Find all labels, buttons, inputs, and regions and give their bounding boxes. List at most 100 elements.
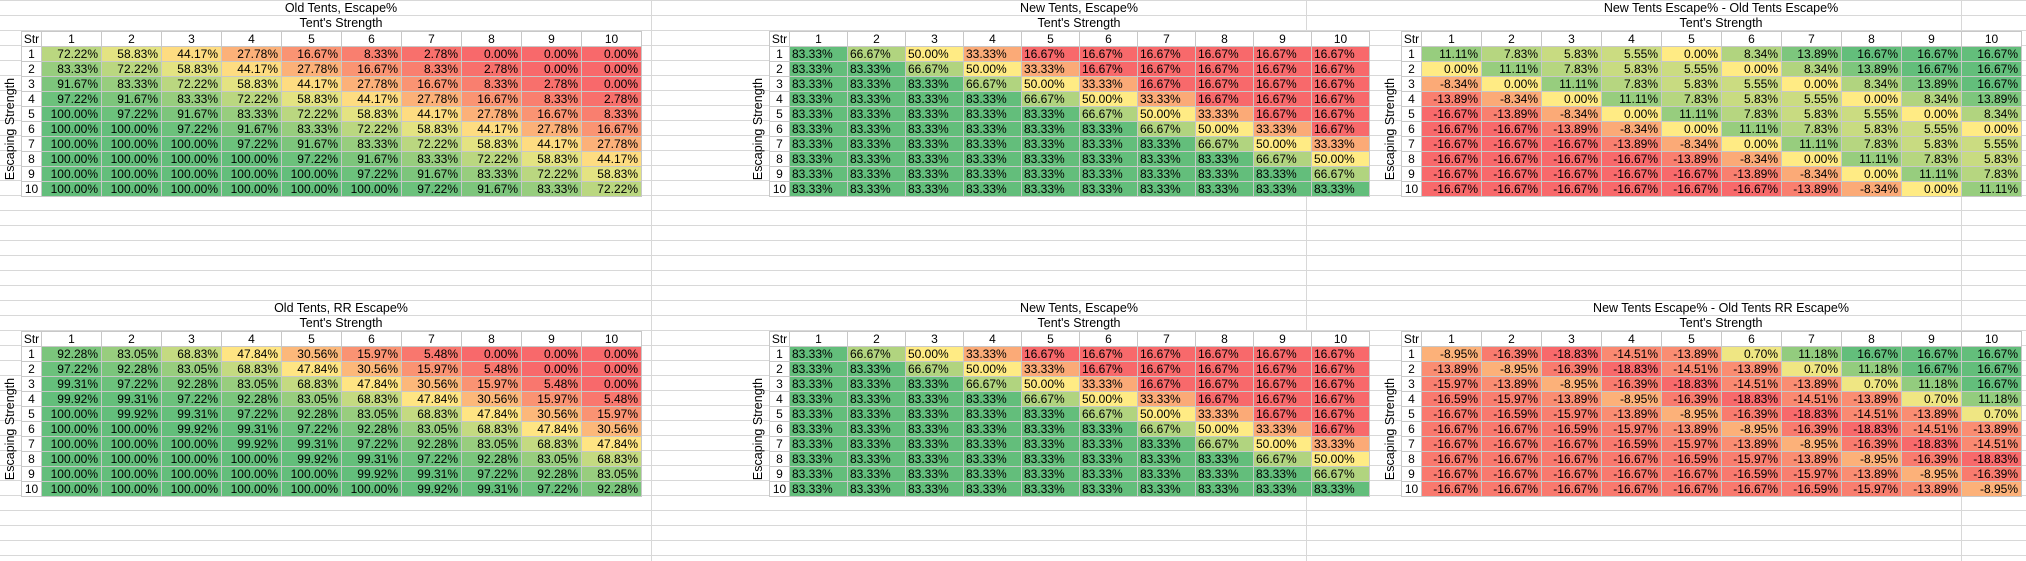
table-cell[interactable]: 83.33% — [102, 77, 162, 92]
table-cell[interactable]: 83.33% — [906, 77, 964, 92]
table-cell[interactable]: 16.67% — [1902, 62, 1962, 77]
table-cell[interactable]: 50.00% — [1138, 107, 1196, 122]
table-cell[interactable]: 33.33% — [1138, 92, 1196, 107]
table-cell[interactable]: 0.00% — [522, 362, 582, 377]
table-cell[interactable]: 2.78% — [522, 77, 582, 92]
table-cell[interactable]: -16.67% — [1602, 467, 1662, 482]
table-cell[interactable]: -8.34% — [1842, 182, 1902, 197]
table-cell[interactable]: 15.97% — [462, 377, 522, 392]
table-cell[interactable]: 16.67% — [1254, 362, 1312, 377]
table-cell[interactable]: 16.67% — [1902, 47, 1962, 62]
table-cell[interactable]: -8.95% — [1602, 392, 1662, 407]
column-header[interactable]: 4 — [1602, 32, 1662, 47]
table-cell[interactable]: 50.00% — [964, 62, 1022, 77]
table-cell[interactable]: 11.11% — [1722, 122, 1782, 137]
table-cell[interactable]: 97.22% — [162, 392, 222, 407]
row-header[interactable]: 3 — [22, 77, 42, 92]
table-cell[interactable]: 50.00% — [1312, 152, 1370, 167]
table-cell[interactable]: -16.59% — [1722, 467, 1782, 482]
table-cell[interactable]: 47.84% — [222, 347, 282, 362]
table-cell[interactable]: 16.67% — [1254, 107, 1312, 122]
column-header[interactable]: 6 — [1722, 32, 1782, 47]
table-cell[interactable]: 16.67% — [1196, 92, 1254, 107]
table-cell[interactable]: 0.00% — [1482, 77, 1542, 92]
table-cell[interactable]: 5.83% — [1602, 62, 1662, 77]
table-cell[interactable]: -13.89% — [1482, 377, 1542, 392]
table-cell[interactable]: 11.11% — [1962, 182, 2022, 197]
table-cell[interactable]: 16.67% — [1312, 107, 1370, 122]
table-cell[interactable]: 83.33% — [1196, 152, 1254, 167]
table-cell[interactable]: -8.34% — [1602, 122, 1662, 137]
table-cell[interactable]: 58.83% — [402, 122, 462, 137]
table-cell[interactable]: -8.34% — [1542, 107, 1602, 122]
table-cell[interactable]: 0.00% — [1902, 182, 1962, 197]
table-cell[interactable]: -16.67% — [1422, 407, 1482, 422]
column-header[interactable]: 2 — [102, 332, 162, 347]
row-header[interactable]: 5 — [770, 407, 790, 422]
table-cell[interactable]: 7.83% — [1842, 137, 1902, 152]
table-cell[interactable]: 100.00% — [222, 152, 282, 167]
table-cell[interactable]: 100.00% — [42, 137, 102, 152]
column-header[interactable]: 8 — [462, 32, 522, 47]
table-cell[interactable]: 0.00% — [1542, 92, 1602, 107]
row-header[interactable]: 1 — [770, 47, 790, 62]
table-cell[interactable]: 16.67% — [1962, 77, 2022, 92]
table-cell[interactable]: -16.67% — [1422, 467, 1482, 482]
table-cell[interactable]: 16.67% — [1254, 392, 1312, 407]
table-cell[interactable]: 100.00% — [222, 452, 282, 467]
table-cell[interactable]: 83.33% — [1254, 467, 1312, 482]
table-cell[interactable]: 2.78% — [462, 62, 522, 77]
table-cell[interactable]: 92.28% — [462, 452, 522, 467]
table-cell[interactable]: 66.67% — [906, 62, 964, 77]
table-cell[interactable]: -16.67% — [1542, 182, 1602, 197]
table-cell[interactable]: 100.00% — [42, 407, 102, 422]
row-header[interactable]: 7 — [770, 437, 790, 452]
table-cell[interactable]: 44.17% — [342, 92, 402, 107]
table-cell[interactable]: 100.00% — [102, 452, 162, 467]
column-header[interactable]: 1 — [1422, 332, 1482, 347]
table-cell[interactable]: 100.00% — [162, 167, 222, 182]
table-cell[interactable]: -16.67% — [1482, 482, 1542, 497]
table-cell[interactable]: -13.89% — [1842, 392, 1902, 407]
column-header[interactable]: 9 — [1902, 332, 1962, 347]
table-cell[interactable]: 100.00% — [102, 152, 162, 167]
table-cell[interactable]: 50.00% — [1196, 122, 1254, 137]
table-cell[interactable]: 100.00% — [102, 482, 162, 497]
table-cell[interactable]: 50.00% — [1022, 77, 1080, 92]
table-cell[interactable]: 100.00% — [282, 482, 342, 497]
table-cell[interactable]: 15.97% — [342, 347, 402, 362]
table-cell[interactable]: 8.33% — [462, 77, 522, 92]
table-cell[interactable]: 16.67% — [1196, 392, 1254, 407]
table-cell[interactable]: 100.00% — [102, 167, 162, 182]
table-cell[interactable]: 83.33% — [964, 407, 1022, 422]
table-cell[interactable]: 16.67% — [1196, 377, 1254, 392]
table-cell[interactable]: -16.67% — [1542, 167, 1602, 182]
column-header[interactable]: 6 — [1080, 332, 1138, 347]
table-cell[interactable]: -13.89% — [1422, 92, 1482, 107]
table-cell[interactable]: 68.83% — [162, 347, 222, 362]
table-cell[interactable]: 0.00% — [582, 377, 642, 392]
row-header[interactable]: 6 — [770, 422, 790, 437]
table-cell[interactable]: 0.00% — [582, 62, 642, 77]
table-cell[interactable]: 83.33% — [1022, 467, 1080, 482]
table-cell[interactable]: 16.67% — [1196, 62, 1254, 77]
table-cell[interactable]: 16.67% — [1842, 47, 1902, 62]
table-cell[interactable]: 100.00% — [162, 452, 222, 467]
table-cell[interactable]: -16.67% — [1422, 182, 1482, 197]
table-cell[interactable]: -16.39% — [1842, 437, 1902, 452]
row-header[interactable]: 5 — [22, 407, 42, 422]
table-cell[interactable]: 83.33% — [906, 422, 964, 437]
table-cell[interactable]: 16.67% — [462, 92, 522, 107]
row-header[interactable]: 3 — [1402, 377, 1422, 392]
table-cell[interactable]: 50.00% — [1254, 437, 1312, 452]
corner-header[interactable]: Str — [770, 32, 790, 47]
table-cell[interactable]: 33.33% — [1022, 362, 1080, 377]
table-cell[interactable]: 44.17% — [402, 107, 462, 122]
table-cell[interactable]: 83.33% — [848, 77, 906, 92]
table-cell[interactable]: 83.33% — [790, 152, 848, 167]
table-cell[interactable]: -8.95% — [1482, 362, 1542, 377]
column-header[interactable]: 10 — [582, 32, 642, 47]
column-header[interactable]: 2 — [848, 332, 906, 347]
table-cell[interactable]: 92.28% — [342, 422, 402, 437]
table-cell[interactable]: 83.33% — [790, 182, 848, 197]
